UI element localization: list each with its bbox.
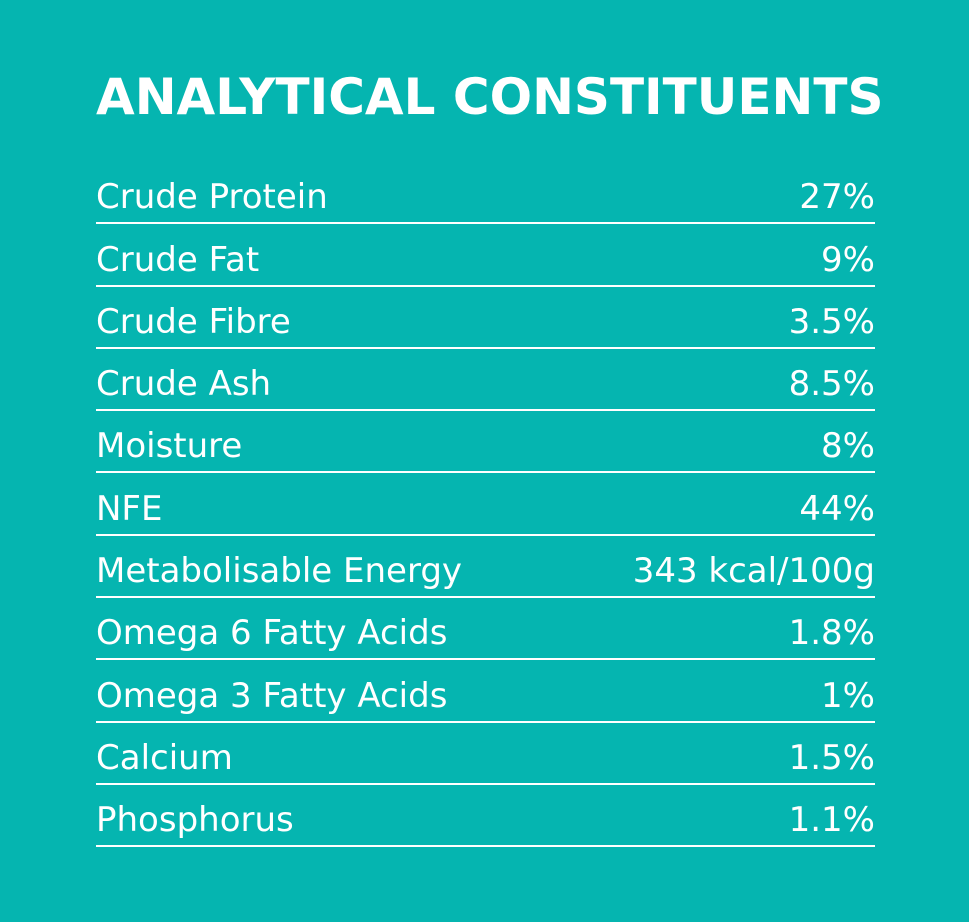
table-row: Metabolisable Energy 343 kcal/100g [96, 536, 875, 599]
row-label: Phosphorus [96, 800, 294, 841]
row-label: Omega 3 Fatty Acids [96, 675, 448, 716]
table-row: Crude Protein 27% [96, 162, 875, 225]
row-label: Metabolisable Energy [96, 551, 463, 592]
row-label: Omega 6 Fatty Acids [96, 613, 448, 654]
row-value: 1% [821, 675, 875, 716]
row-value: 1.1% [788, 800, 875, 841]
row-label: Crude Protein [96, 177, 328, 218]
table-row: Crude Fat 9% [96, 224, 875, 287]
constituents-table: Crude Protein 27% Crude Fat 9% Crude Fib… [96, 162, 875, 848]
row-value: 8.5% [788, 364, 875, 405]
row-value: 8% [821, 426, 875, 467]
row-value: 343 kcal/100g [632, 551, 875, 592]
table-row: Omega 6 Fatty Acids 1.8% [96, 598, 875, 661]
table-row: Phosphorus 1.1% [96, 785, 875, 848]
table-row: Omega 3 Fatty Acids 1% [96, 660, 875, 723]
row-label: Crude Fibre [96, 301, 291, 342]
table-row: Crude Ash 8.5% [96, 349, 875, 412]
panel-title: ANALYTICAL CONSTITUENTS [96, 68, 884, 126]
table-row: Calcium 1.5% [96, 723, 875, 785]
row-value: 1.8% [788, 613, 875, 654]
table-row: Moisture 8% [96, 411, 875, 474]
row-value: 44% [799, 488, 875, 529]
row-label: Calcium [96, 737, 233, 778]
row-label: Crude Fat [96, 239, 260, 280]
row-label: Crude Ash [96, 364, 272, 405]
row-label: NFE [96, 488, 163, 529]
row-label: Moisture [96, 426, 243, 467]
row-value: 27% [799, 177, 875, 218]
table-row: NFE 44% [96, 473, 875, 536]
row-value: 9% [821, 239, 875, 280]
table-row: Crude Fibre 3.5% [96, 287, 875, 349]
row-value: 1.5% [788, 737, 875, 778]
row-value: 3.5% [788, 301, 875, 342]
